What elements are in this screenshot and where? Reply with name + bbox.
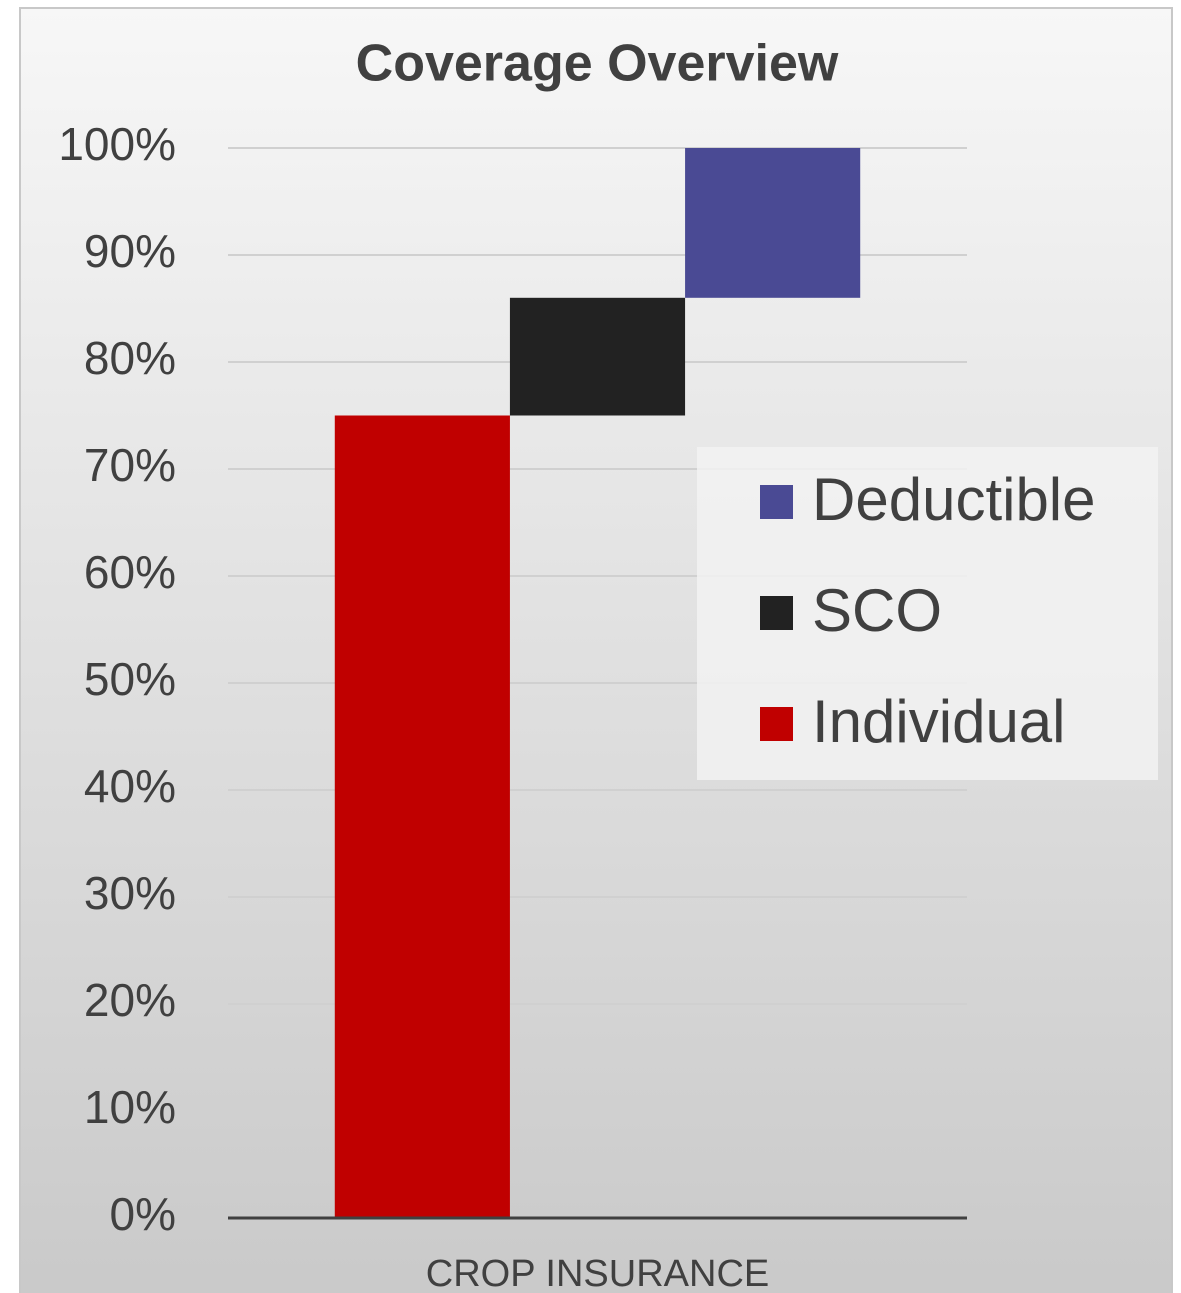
y-tick-label: 70% <box>84 439 176 491</box>
y-tick-label: 0% <box>110 1188 176 1240</box>
legend-swatch <box>760 707 793 741</box>
legend-label: Individual <box>812 688 1066 755</box>
y-tick-label: 10% <box>84 1081 176 1133</box>
legend-label: Deductible <box>812 466 1096 533</box>
y-tick-label: 50% <box>84 653 176 705</box>
y-tick-label: 60% <box>84 546 176 598</box>
legend-label: SCO <box>812 577 942 644</box>
legend-swatch <box>760 596 793 630</box>
bar-segment <box>509 297 686 416</box>
y-tick-label: 20% <box>84 974 176 1026</box>
y-tick-label: 40% <box>84 760 176 812</box>
y-tick-label: 80% <box>84 332 176 384</box>
bar-segment <box>334 415 510 1218</box>
bar-segment <box>685 148 861 298</box>
legend-swatch <box>760 485 793 519</box>
y-tick-label: 30% <box>84 867 176 919</box>
y-tick-label: 100% <box>58 118 176 170</box>
y-tick-label: 90% <box>84 225 176 277</box>
chart-title: Coverage Overview <box>356 35 839 93</box>
x-tick-label: CROP INSURANCE <box>426 1253 769 1293</box>
